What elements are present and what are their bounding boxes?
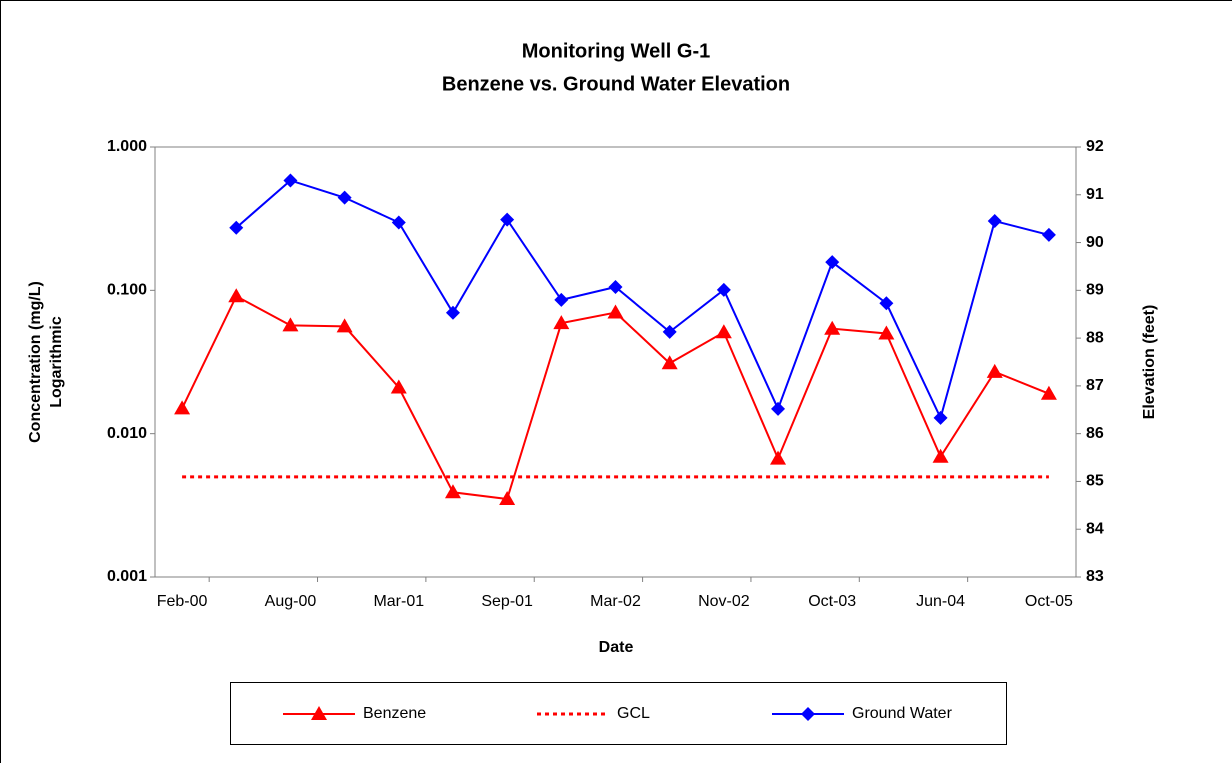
marker <box>771 401 786 416</box>
marker <box>391 215 406 230</box>
marker <box>283 173 298 188</box>
marker <box>662 324 677 339</box>
chart-title: Monitoring Well G-1 <box>522 40 711 62</box>
marker <box>770 450 787 465</box>
legend-marker <box>801 707 815 721</box>
marker <box>878 325 895 340</box>
marker <box>444 484 461 499</box>
x-tick-label: Mar-01 <box>373 593 424 610</box>
legend-label: Benzene <box>363 705 426 722</box>
marker <box>824 320 841 335</box>
y-tick-label: 0.100 <box>107 282 147 299</box>
marker <box>987 214 1002 229</box>
y2-tick-label: 87 <box>1086 377 1104 394</box>
y2-tick-label: 85 <box>1086 473 1104 490</box>
y2-tick-label: 89 <box>1086 282 1104 299</box>
x-tick-label: Jun-04 <box>916 593 965 610</box>
y2-tick-label: 91 <box>1086 186 1104 203</box>
y2-tick-label: 88 <box>1086 329 1104 346</box>
marker <box>825 255 840 270</box>
x-axis-label: Date <box>599 639 634 656</box>
marker <box>445 305 460 320</box>
marker <box>228 288 245 303</box>
plot-area <box>154 146 1077 578</box>
marker <box>390 379 407 394</box>
marker <box>608 279 623 294</box>
marker <box>933 410 948 425</box>
y2-axis-label: Elevation (feet) <box>1141 305 1158 420</box>
y2-tick-label: 86 <box>1086 425 1104 442</box>
marker <box>500 212 515 227</box>
x-tick-label: Oct-05 <box>1025 593 1073 610</box>
legend-marker <box>311 706 327 720</box>
chart-subtitle: Benzene vs. Ground Water Elevation <box>442 73 790 95</box>
marker <box>607 304 624 319</box>
marker <box>229 220 244 235</box>
legend-label: Ground Water <box>852 705 953 722</box>
x-tick-label: Mar-02 <box>590 593 641 610</box>
x-tick-label: Feb-00 <box>157 593 208 610</box>
y-axis-label: Concentration (mg/L) <box>27 281 44 443</box>
marker <box>716 282 731 297</box>
marker <box>282 317 299 332</box>
marker <box>174 400 191 415</box>
y2-tick-label: 83 <box>1086 568 1104 585</box>
y2-tick-label: 90 <box>1086 234 1104 251</box>
series-line <box>235 179 1050 421</box>
marker <box>1041 227 1056 242</box>
legend-label: GCL <box>617 705 650 722</box>
y-tick-label: 0.010 <box>107 425 147 442</box>
x-tick-label: Oct-03 <box>808 593 856 610</box>
y2-tick-label: 84 <box>1086 520 1104 537</box>
y-axis-label: Logarithmic <box>48 316 65 408</box>
marker <box>986 363 1003 378</box>
y-tick-label: 1.000 <box>107 138 147 155</box>
marker <box>879 296 894 311</box>
marker <box>336 318 353 333</box>
x-tick-label: Nov-02 <box>698 593 750 610</box>
marker <box>1040 385 1057 400</box>
legend <box>230 682 1007 745</box>
marker <box>499 491 516 506</box>
marker <box>553 315 570 330</box>
x-tick-label: Sep-01 <box>481 593 533 610</box>
marker <box>554 292 569 307</box>
marker <box>661 355 678 370</box>
y-tick-label: 0.001 <box>107 568 147 585</box>
marker <box>715 324 732 339</box>
marker <box>932 448 949 463</box>
y2-tick-label: 92 <box>1086 138 1104 155</box>
x-tick-label: Aug-00 <box>265 593 317 610</box>
marker <box>337 190 352 205</box>
